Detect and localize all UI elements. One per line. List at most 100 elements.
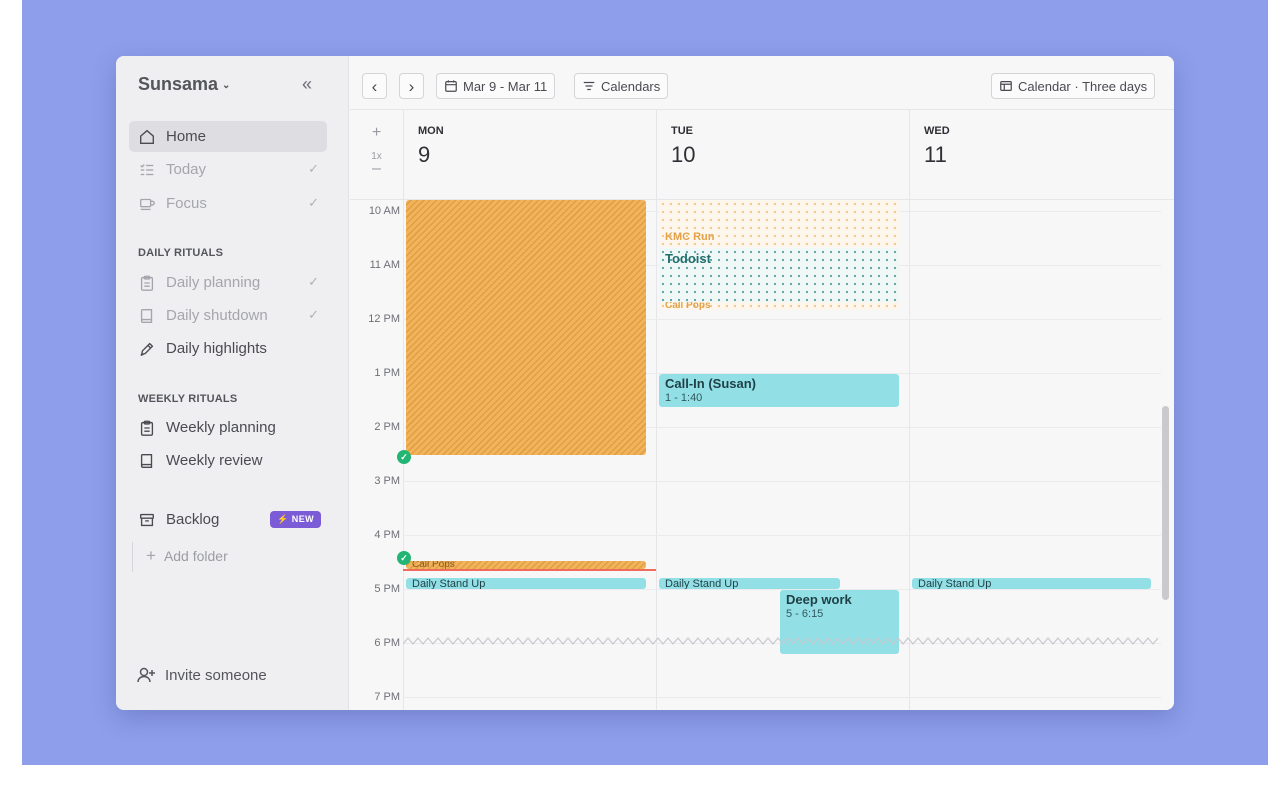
current-time-line xyxy=(403,569,656,571)
time-label: 1 PM xyxy=(374,367,400,379)
event-todoist[interactable]: Todoist xyxy=(659,248,899,303)
time-label: 5 PM xyxy=(374,583,400,595)
book-icon xyxy=(138,452,156,470)
add-folder-label: Add folder xyxy=(163,548,228,564)
event-title: Daily Stand Up xyxy=(918,578,992,589)
calendar-icon xyxy=(445,80,457,92)
workspace-switcher[interactable]: Sunsama ⌄ xyxy=(138,74,230,95)
home-icon xyxy=(138,128,156,146)
section-weekly-rituals: WEEKLY RITUALS xyxy=(138,393,238,405)
end-of-day-marker xyxy=(403,637,1159,645)
book-icon xyxy=(138,307,156,325)
time-label: 3 PM xyxy=(374,475,400,487)
clipboard-icon xyxy=(138,419,156,437)
add-folder-button[interactable]: + Add folder xyxy=(146,546,228,566)
calendar-main: ‹ › Mar 9 - Mar 11 Calendars Calendar · … xyxy=(350,56,1174,710)
event-kmc-run[interactable]: KMC Run xyxy=(659,200,899,247)
event-title: Call Pops xyxy=(665,302,711,310)
nav-focus-label: Focus xyxy=(166,195,207,212)
zoom-level: 1x xyxy=(371,151,382,162)
calendars-label: Calendars xyxy=(601,78,661,94)
chevron-down-icon: ⌄ xyxy=(222,80,231,91)
zoom-in-button[interactable]: + xyxy=(371,124,382,141)
layout-icon xyxy=(1000,81,1012,91)
event-time: 5 - 6:15 xyxy=(786,608,824,620)
nav-backlog-label: Backlog xyxy=(166,511,220,528)
day-of-week: TUE xyxy=(671,125,693,137)
event-standup-mon[interactable]: Daily Stand Up xyxy=(406,578,646,589)
time-label: 11 AM xyxy=(369,259,400,271)
nav-daily-planning[interactable]: Daily planning ✓ xyxy=(129,267,327,298)
view-switcher-button[interactable]: Calendar · Three days xyxy=(991,73,1156,99)
plus-icon: + xyxy=(146,546,156,565)
hour-line xyxy=(403,589,1161,590)
nav-today-label: Today xyxy=(166,161,207,178)
zoom-control: + 1x – xyxy=(350,110,403,200)
nav-weekly-planning[interactable]: Weekly planning xyxy=(129,412,327,443)
scrollbar[interactable] xyxy=(1162,406,1169,600)
event-call-in-susan[interactable]: Call-In (Susan) 1 - 1:40 xyxy=(659,374,899,407)
nav-daily-highlights[interactable]: Daily highlights xyxy=(129,333,327,364)
completed-check-icon[interactable]: ✓ xyxy=(397,551,411,565)
app-window: Sunsama ⌄ « Home Today ✓ Focus ✓ DAILY RI… xyxy=(116,56,1174,710)
completed-check-icon[interactable]: ✓ xyxy=(397,450,411,464)
user-plus-icon xyxy=(137,667,155,683)
day-of-week: MON xyxy=(418,125,444,137)
day-header-mon: MON 9 xyxy=(403,110,656,200)
busy-block-mon[interactable] xyxy=(406,200,646,455)
time-label: 7 PM xyxy=(374,691,400,703)
event-deep-work[interactable]: Deep work 5 - 6:15 xyxy=(780,590,899,654)
time-label: 6 PM xyxy=(374,637,400,649)
hour-line xyxy=(403,373,1161,374)
nav-daily-shutdown[interactable]: Daily shutdown ✓ xyxy=(129,300,327,331)
day-of-week: WED xyxy=(924,125,950,137)
time-label: 12 PM xyxy=(368,313,400,325)
nav-daily-planning-label: Daily planning xyxy=(166,274,261,291)
hour-line xyxy=(403,481,1161,482)
nav-weekly-review[interactable]: Weekly review xyxy=(129,445,327,476)
nav-today[interactable]: Today ✓ xyxy=(129,154,327,185)
date-range-button[interactable]: Mar 9 - Mar 11 xyxy=(436,73,556,99)
day-header-wed: WED 11 xyxy=(909,110,1174,200)
check-icon: ✓ xyxy=(308,274,319,289)
day-number: 10 xyxy=(671,142,696,167)
event-title: Todoist xyxy=(665,251,711,266)
event-title: Daily Stand Up xyxy=(412,578,486,589)
brand-name: Sunsama xyxy=(138,74,219,94)
nav-daily-shutdown-label: Daily shutdown xyxy=(166,307,268,324)
time-label: 2 PM xyxy=(374,421,400,433)
event-standup-tue[interactable]: Daily Stand Up xyxy=(659,578,840,589)
event-call-pops-tue[interactable]: Call Pops xyxy=(659,302,899,310)
date-range-label: Mar 9 - Mar 11 xyxy=(463,78,548,94)
nav-daily-highlights-label: Daily highlights xyxy=(166,340,267,357)
check-icon: ✓ xyxy=(308,195,319,210)
invite-button[interactable]: Invite someone xyxy=(136,665,267,685)
folder-divider xyxy=(132,542,133,572)
new-badge: ⚡ NEW xyxy=(270,511,321,528)
day-header-tue: TUE 10 xyxy=(656,110,909,200)
event-title: KMC Run xyxy=(665,231,715,243)
prev-button[interactable]: ‹ xyxy=(362,73,387,99)
time-label: 4 PM xyxy=(374,529,400,541)
day-number: 9 xyxy=(418,142,431,167)
nav-home[interactable]: Home xyxy=(129,121,327,152)
event-title: Deep work xyxy=(786,592,852,607)
nav-backlog[interactable]: Backlog ⚡ NEW xyxy=(129,504,327,535)
hour-line xyxy=(403,319,1161,320)
list-checks-icon xyxy=(138,161,156,179)
hour-line xyxy=(403,697,1161,698)
column-divider xyxy=(909,200,910,710)
calendars-button[interactable]: Calendars xyxy=(574,73,669,99)
view-label: Calendar · Three days xyxy=(1018,78,1148,94)
event-title: Call Pops xyxy=(412,561,455,569)
chevron-right-icon: › xyxy=(408,76,415,96)
nav-focus[interactable]: Focus ✓ xyxy=(129,188,327,219)
zoom-out-button[interactable]: – xyxy=(372,160,381,177)
event-standup-wed[interactable]: Daily Stand Up xyxy=(912,578,1151,589)
check-icon: ✓ xyxy=(308,161,319,176)
collapse-sidebar-icon[interactable]: « xyxy=(302,74,313,94)
event-call-pops-mon[interactable]: Call Pops xyxy=(406,561,646,569)
nav-weekly-review-label: Weekly review xyxy=(166,452,263,469)
hour-line xyxy=(403,427,1161,428)
next-button[interactable]: › xyxy=(399,73,424,99)
